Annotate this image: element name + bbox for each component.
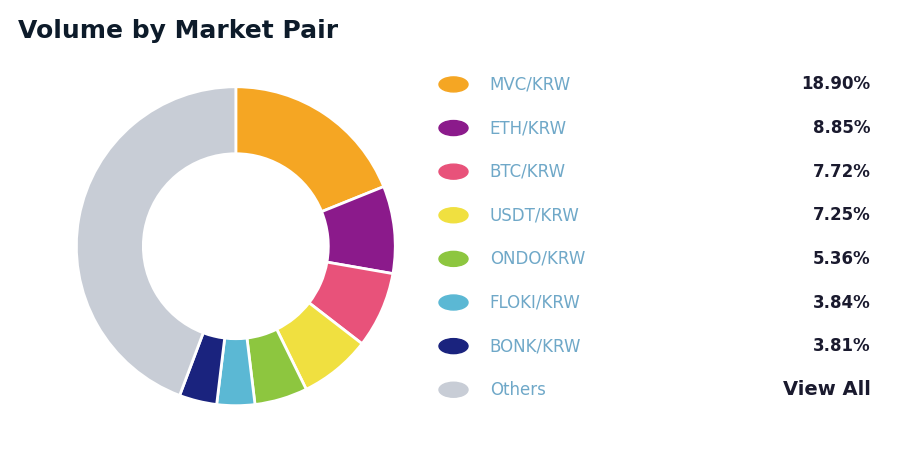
Text: 3.81%: 3.81% — [813, 337, 871, 355]
Text: ETH/KRW: ETH/KRW — [490, 119, 567, 137]
Wedge shape — [180, 333, 225, 405]
Text: 3.84%: 3.84% — [813, 294, 871, 311]
Wedge shape — [277, 303, 362, 389]
Text: FLOKI/KRW: FLOKI/KRW — [490, 294, 580, 311]
Text: Volume by Market Pair: Volume by Market Pair — [18, 19, 338, 43]
Wedge shape — [247, 329, 307, 405]
Wedge shape — [217, 338, 255, 406]
Wedge shape — [309, 262, 393, 344]
Text: 7.25%: 7.25% — [813, 206, 871, 224]
Text: 7.72%: 7.72% — [813, 163, 871, 181]
Wedge shape — [322, 187, 395, 273]
Text: USDT/KRW: USDT/KRW — [490, 206, 580, 224]
Text: Others: Others — [490, 381, 546, 399]
Text: BTC/KRW: BTC/KRW — [490, 163, 566, 181]
Text: BONK/KRW: BONK/KRW — [490, 337, 581, 355]
Wedge shape — [76, 87, 236, 395]
Text: MVC/KRW: MVC/KRW — [490, 76, 571, 93]
Text: ONDO/KRW: ONDO/KRW — [490, 250, 585, 268]
Text: 18.90%: 18.90% — [802, 76, 871, 93]
Text: View All: View All — [783, 380, 871, 399]
Text: 5.36%: 5.36% — [813, 250, 871, 268]
Text: 8.85%: 8.85% — [814, 119, 871, 137]
Wedge shape — [236, 87, 384, 212]
